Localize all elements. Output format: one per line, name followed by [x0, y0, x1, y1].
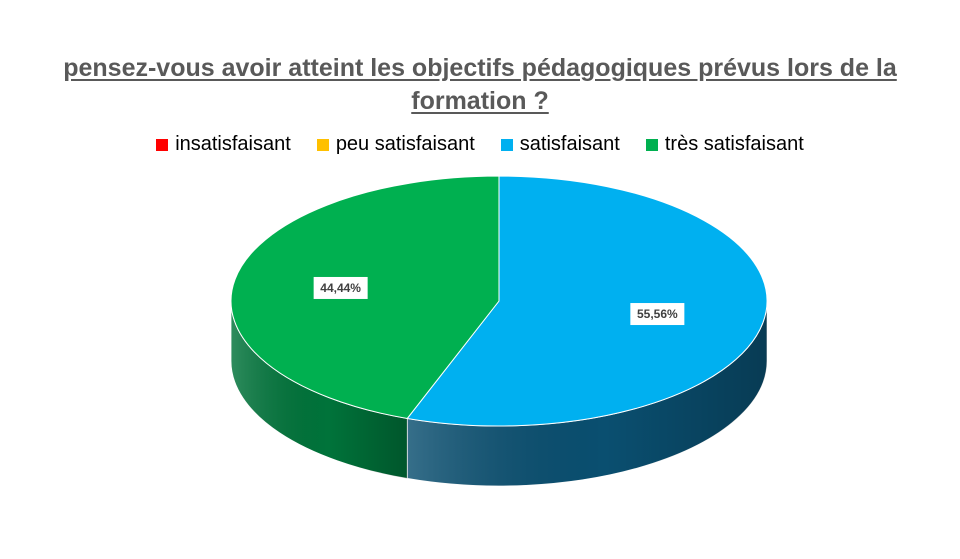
data-label-text: 44,44% [320, 281, 361, 295]
legend: insatisfaisant peu satisfaisant satisfai… [0, 133, 960, 156]
data-label-box [630, 303, 685, 326]
pie-side-shade-satisfaisant [407, 301, 767, 486]
legend-label-insatisfaisant: insatisfaisant [175, 133, 291, 155]
data-label-text: 55,56% [637, 307, 678, 321]
data-label-tres-satisfaisant: 44,44% [313, 276, 368, 299]
data-label-box [313, 276, 368, 299]
legend-swatch-peu-satisfaisant [316, 138, 329, 151]
data-label-satisfaisant: 55,56% [630, 303, 685, 326]
pie-side-shade-tres-satisfaisant [230, 301, 408, 479]
legend-item-tres-satisfaisant: très satisfaisant [645, 133, 804, 156]
legend-label-tres-satisfaisant: très satisfaisant [664, 133, 804, 155]
pie-slices [230, 175, 768, 427]
legend-swatch-satisfaisant [500, 138, 513, 151]
legend-item-peu-satisfaisant: peu satisfaisant [316, 133, 475, 156]
legend-label-peu-satisfaisant: peu satisfaisant [335, 133, 475, 155]
legend-swatch-insatisfaisant [156, 138, 169, 151]
pie-slice-satisfaisant [406, 175, 768, 427]
data-labels: 55,56% 44,44% [313, 276, 685, 326]
legend-item-satisfaisant: satisfaisant [500, 133, 620, 156]
chart-title: pensez-vous avoir atteint les objectifs … [63, 54, 897, 115]
legend-swatch-tres-satisfaisant [645, 138, 658, 151]
legend-label-satisfaisant: satisfaisant [519, 133, 620, 155]
legend-item-insatisfaisant: insatisfaisant [156, 133, 291, 156]
